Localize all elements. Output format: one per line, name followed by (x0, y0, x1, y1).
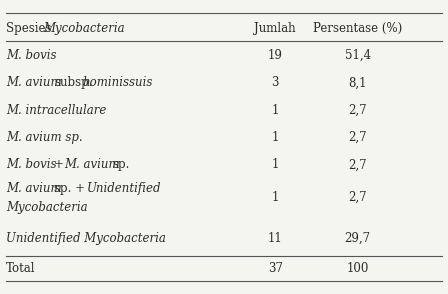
Text: +: + (53, 158, 63, 171)
Text: 37: 37 (268, 262, 283, 275)
Text: hominissuis: hominissuis (83, 76, 153, 89)
Text: Unidentified Mycobacteria: Unidentified Mycobacteria (6, 232, 166, 245)
Text: 2,7: 2,7 (348, 131, 367, 144)
Text: M. avium: M. avium (6, 182, 61, 195)
Text: Persentase (%): Persentase (%) (313, 22, 402, 35)
Text: Spesies: Spesies (6, 22, 55, 35)
Text: 1: 1 (271, 191, 279, 204)
Text: Jumlah: Jumlah (254, 22, 296, 35)
Text: Mycobacteria: Mycobacteria (43, 22, 125, 35)
Text: 29,7: 29,7 (345, 232, 370, 245)
Text: 2,7: 2,7 (348, 104, 367, 117)
Text: 19: 19 (268, 49, 283, 62)
Text: Total: Total (6, 262, 35, 275)
Text: Mycobacteria: Mycobacteria (6, 201, 87, 214)
Text: 3: 3 (271, 76, 279, 89)
Text: 51,4: 51,4 (345, 49, 370, 62)
Text: subsp.: subsp. (54, 76, 92, 89)
Text: 8,1: 8,1 (348, 76, 367, 89)
Text: M. intracellulare: M. intracellulare (6, 104, 106, 117)
Text: M. avium sp.: M. avium sp. (6, 131, 82, 144)
Text: 1: 1 (271, 158, 279, 171)
Text: M. avium: M. avium (64, 158, 119, 171)
Text: 2,7: 2,7 (348, 158, 367, 171)
Text: Unidentified: Unidentified (87, 182, 162, 195)
Text: 2,7: 2,7 (348, 191, 367, 204)
Text: M. bovis: M. bovis (6, 158, 56, 171)
Text: sp.: sp. (113, 158, 130, 171)
Text: M. avium: M. avium (6, 76, 61, 89)
Text: 1: 1 (271, 104, 279, 117)
Text: M. bovis: M. bovis (6, 49, 56, 62)
Text: 1: 1 (271, 131, 279, 144)
Text: 100: 100 (346, 262, 369, 275)
Text: 11: 11 (268, 232, 283, 245)
Text: sp. +: sp. + (54, 182, 85, 195)
